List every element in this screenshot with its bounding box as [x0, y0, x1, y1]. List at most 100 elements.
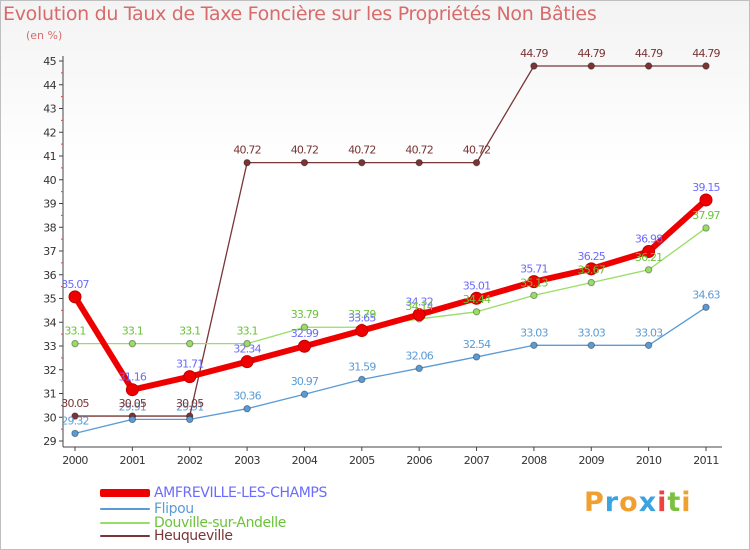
legend-swatch	[100, 508, 150, 510]
data-point	[128, 415, 137, 424]
y-tick-label: 33	[43, 340, 56, 353]
y-tick-label: 39	[43, 198, 56, 211]
x-tick-label: 2005	[349, 454, 375, 467]
y-tick-label: 35	[43, 293, 56, 306]
y-tick-label: 37	[43, 245, 56, 258]
data-label: 33.03	[635, 326, 663, 339]
data-label: 30.05	[119, 397, 147, 410]
series-line-3	[74, 65, 707, 417]
data-point	[300, 390, 309, 398]
data-label: 32.06	[405, 349, 433, 362]
data-point	[472, 308, 481, 316]
data-point	[300, 158, 309, 167]
legend-label: Flipou	[154, 501, 194, 517]
data-label: 39.15	[692, 181, 720, 194]
data-label: 40.72	[233, 144, 261, 157]
data-point	[699, 193, 713, 207]
data-label: 33.79	[348, 308, 376, 321]
y-tick-label: 45	[43, 55, 56, 68]
data-point	[702, 224, 710, 232]
data-label: 30.05	[176, 397, 204, 410]
x-tick-label: 2003	[234, 454, 260, 467]
data-point	[644, 266, 653, 274]
data-label: 29.91	[176, 400, 204, 413]
data-point	[584, 262, 598, 276]
logo-letter: t	[667, 487, 682, 518]
data-point	[702, 62, 710, 70]
y-tick-label: 36	[43, 269, 56, 282]
data-label: 35.01	[463, 279, 491, 292]
data-point	[71, 339, 79, 348]
data-point	[527, 275, 541, 289]
data-point	[702, 303, 710, 311]
data-point	[355, 324, 369, 338]
data-point	[71, 412, 79, 420]
data-label: 32.54	[463, 338, 491, 351]
data-label: 31.16	[119, 371, 147, 384]
data-label: 31.71	[176, 358, 204, 371]
data-label: 40.72	[463, 144, 491, 157]
data-point	[186, 339, 194, 348]
y-tick-label: 32	[43, 364, 56, 377]
data-label: 33.1	[179, 325, 200, 338]
x-tick-label: 2010	[636, 454, 662, 467]
data-point	[186, 415, 194, 424]
data-point	[71, 429, 79, 438]
data-label: 30.05	[61, 397, 89, 410]
x-tick-label: 2001	[120, 454, 146, 467]
data-label: 30.36	[233, 390, 261, 403]
data-point	[358, 375, 366, 384]
legend-swatch	[100, 535, 150, 537]
y-tick-label: 34	[43, 316, 56, 329]
data-label: 44.79	[692, 47, 720, 60]
x-tick-label: 2000	[62, 454, 88, 467]
data-point	[412, 308, 426, 322]
y-axis-unit: (en %)	[26, 29, 63, 42]
y-tick-label: 42	[43, 126, 56, 139]
data-label: 36.21	[635, 251, 663, 264]
data-label: 34.32	[405, 296, 433, 309]
data-label: 33.79	[291, 308, 319, 321]
data-point	[587, 62, 595, 70]
logo-letter: i	[657, 487, 668, 518]
data-point	[300, 323, 309, 331]
y-tick-label: 31	[43, 388, 56, 401]
data-point	[530, 341, 538, 349]
data-label: 29.32	[61, 414, 89, 427]
data-label: 36.25	[578, 250, 606, 263]
data-label: 35.67	[578, 264, 606, 277]
data-label: 44.79	[520, 47, 548, 60]
data-label: 30.97	[291, 375, 319, 388]
data-point	[297, 339, 311, 353]
x-tick-label: 2002	[177, 454, 203, 467]
x-tick-label: 2006	[406, 454, 432, 467]
y-tick-label: 41	[43, 150, 56, 163]
y-tick-label: 30	[43, 411, 56, 424]
data-point	[530, 62, 538, 70]
data-label: 32.34	[233, 343, 261, 356]
data-label: 33.1	[64, 325, 85, 338]
data-label: 33.65	[348, 312, 376, 325]
data-point	[415, 364, 423, 373]
data-point	[472, 158, 481, 167]
data-point	[472, 353, 481, 361]
data-label: 33.1	[236, 325, 257, 338]
series-line-2	[74, 227, 707, 345]
data-label: 34.63	[692, 288, 720, 301]
proxiti-logo: Proxiti	[584, 487, 692, 518]
data-point	[530, 291, 538, 300]
data-label: 35.71	[520, 263, 548, 276]
y-tick-label: 38	[43, 221, 56, 234]
data-label: 35.13	[520, 276, 548, 289]
logo-letter: P	[584, 487, 605, 518]
data-point	[183, 370, 197, 384]
logo-letter: r	[604, 487, 620, 518]
data-point	[642, 244, 656, 258]
data-point	[243, 339, 251, 348]
chart-title: Evolution du Taux de Taxe Foncière sur l…	[3, 3, 597, 25]
legend-label: Douville-sur-Andelle	[154, 515, 286, 531]
data-point	[644, 341, 653, 349]
x-tick-label: 2007	[464, 454, 490, 467]
legend-label: Heuqueville	[154, 528, 233, 544]
data-point	[415, 158, 423, 167]
